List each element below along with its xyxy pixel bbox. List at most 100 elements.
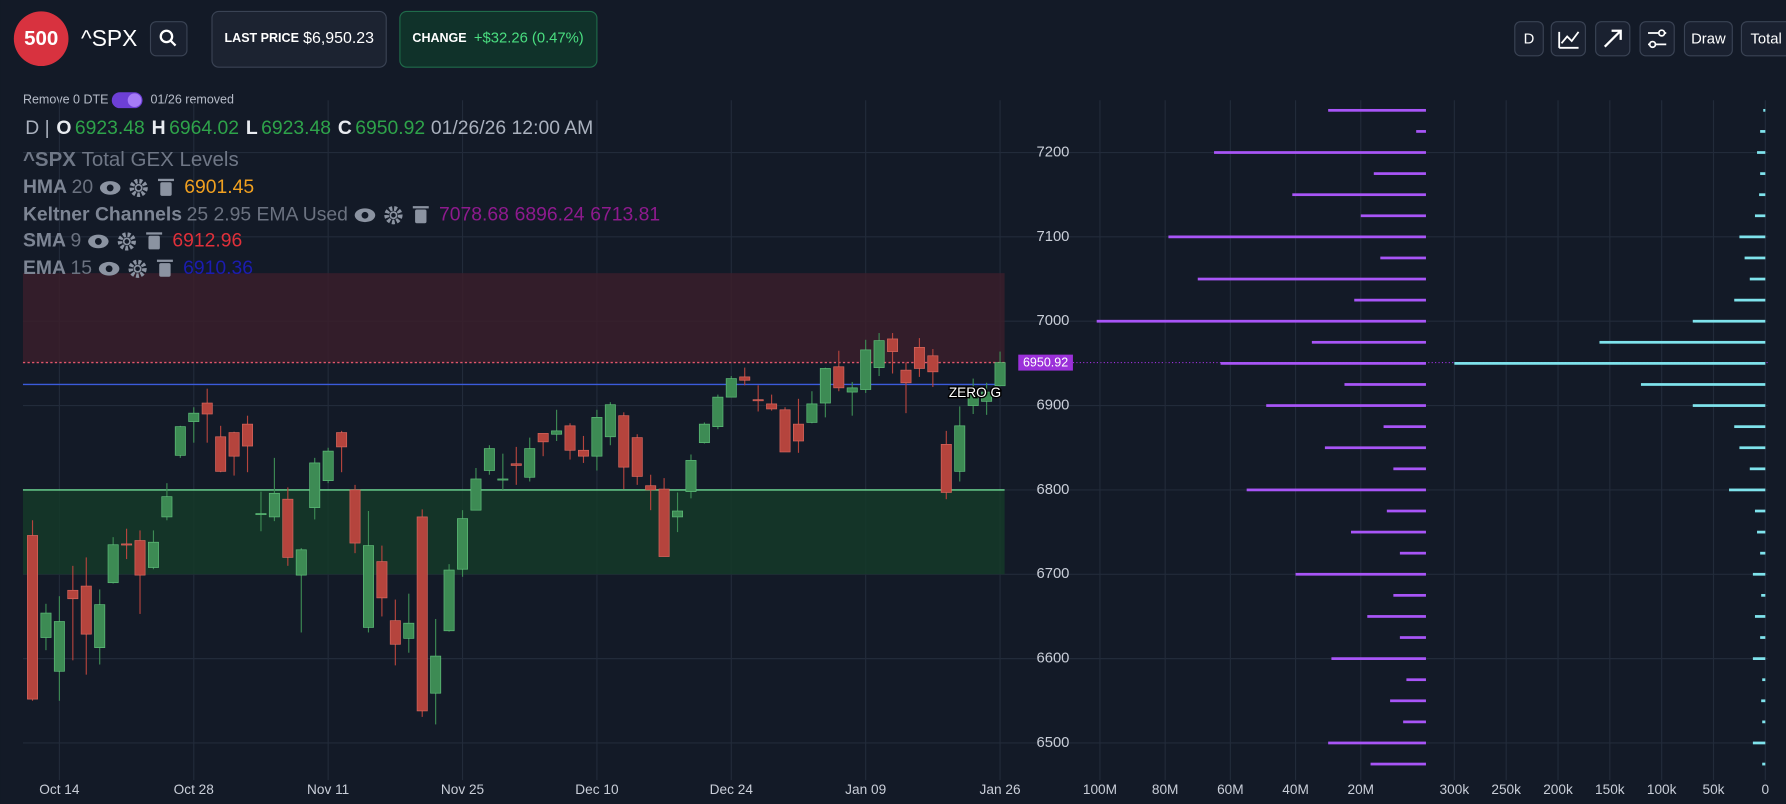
toggle-status: 01/26 removed [150, 93, 234, 107]
indicator-controls[interactable] [99, 178, 174, 198]
settings-button[interactable] [1639, 21, 1675, 57]
ohlc-key: L [246, 117, 258, 139]
gex-bar [1360, 214, 1426, 218]
indicator-controls[interactable] [98, 259, 173, 278]
gex-bar [1370, 762, 1426, 766]
gex-bar [1739, 446, 1766, 450]
ohlc-value: 6923.48 [261, 117, 331, 139]
logo-text: 500 [24, 27, 58, 50]
gex-bar [1246, 488, 1426, 492]
gex-bar [1350, 530, 1426, 534]
total-button[interactable]: Total [1740, 21, 1786, 57]
candle-body [336, 432, 348, 448]
x-tick-label: 100k [1647, 782, 1677, 797]
indicators-button[interactable] [1550, 21, 1586, 57]
gex-bar [1749, 277, 1766, 281]
candle-body [833, 366, 845, 389]
candle-body [376, 561, 388, 599]
button-label: Draw [1691, 32, 1726, 48]
candle-body [766, 403, 778, 410]
gex-bar [1096, 319, 1426, 323]
indicator-name: Keltner Channels [23, 203, 182, 225]
candle-body [416, 516, 428, 712]
gex-bar [1324, 446, 1426, 450]
change-label: CHANGE [412, 31, 466, 45]
candle-body [806, 403, 818, 423]
y-tick-label: 6900 [1036, 397, 1069, 413]
gex-bar [1752, 741, 1766, 745]
x-tick-label: 40M [1282, 782, 1309, 797]
candle-body [67, 589, 79, 600]
gex-bar [1367, 615, 1426, 618]
indicator-params: 25 2.95 EMA Used [187, 203, 348, 225]
candle-body [672, 510, 684, 518]
candle-body [940, 444, 952, 493]
candle-body [362, 545, 374, 628]
candle-body [201, 402, 213, 415]
gex-bar [1393, 467, 1426, 471]
gex-bar [1220, 362, 1426, 365]
change-value: +$32.26 (0.47%) [474, 31, 584, 47]
candle-body [161, 496, 173, 518]
ohlc-value: 6923.48 [75, 117, 145, 139]
candle-body [457, 518, 468, 570]
gex-bar [1739, 235, 1766, 239]
ohlc-key: C [338, 117, 352, 139]
y-tick-label: 7000 [1036, 313, 1069, 329]
search-button[interactable] [149, 21, 188, 57]
interval-button[interactable]: D [1514, 21, 1544, 57]
draw-button[interactable]: Draw [1683, 21, 1733, 57]
gex-bar [1757, 530, 1766, 534]
x-tick-label: Nov 11 [307, 782, 349, 797]
x-tick-label: 100M [1083, 782, 1117, 797]
gex-bar [1749, 467, 1766, 471]
indicator-controls[interactable] [354, 206, 429, 225]
candle-body [967, 393, 979, 406]
indicator-params: 20 [72, 176, 94, 198]
legend-subtitle: Total GEX Levels [82, 148, 239, 171]
draw-tool-button[interactable] [1595, 21, 1631, 57]
change-box [399, 10, 598, 68]
ohlc-value: 6950.92 [355, 117, 425, 139]
gex-bar [1266, 404, 1426, 407]
y-tick-label: 6600 [1036, 651, 1069, 667]
ohlc-key: H [152, 117, 166, 139]
candle-body [242, 423, 253, 447]
symbol: ^SPX [81, 25, 137, 51]
gex-bar [1757, 151, 1766, 154]
indicator-controls[interactable] [88, 232, 163, 251]
last-price-value: $6,950.23 [303, 30, 374, 47]
candle-body [752, 399, 764, 402]
gex-bar [1754, 214, 1766, 218]
candle-body [430, 655, 442, 694]
candle-body [107, 544, 119, 584]
gex-bar [1729, 488, 1766, 492]
candle-body [174, 426, 186, 456]
candle-body [389, 620, 401, 645]
indicator-name: SMA [23, 230, 66, 252]
candle-body [309, 462, 321, 508]
x-tick-label: 60M [1217, 782, 1244, 797]
candle-body [470, 478, 482, 511]
gex-bar [1354, 298, 1426, 302]
gex-bar [1311, 340, 1426, 344]
gex-bar [1328, 741, 1426, 745]
ohlc-value: 6964.02 [169, 117, 239, 139]
x-tick-label: 80M [1152, 782, 1179, 797]
logo[interactable] [13, 11, 69, 67]
gex-bar [1760, 636, 1766, 639]
toggle[interactable] [111, 92, 143, 109]
toggle-label: Remove 0 DTE [23, 93, 109, 107]
candle-body [121, 543, 133, 546]
indicator-params: 15 [71, 257, 93, 279]
price-tag [1018, 354, 1073, 371]
header: 500 ^SPX LAST PRICE $6,950.23 CHANGE +$3… [13, 10, 1786, 109]
gex-bar [1168, 235, 1426, 239]
gex-bar [1752, 657, 1766, 660]
y-tick-label: 6700 [1036, 566, 1069, 582]
candle-body [860, 349, 872, 390]
x-tick-label: 250k [1491, 782, 1521, 797]
